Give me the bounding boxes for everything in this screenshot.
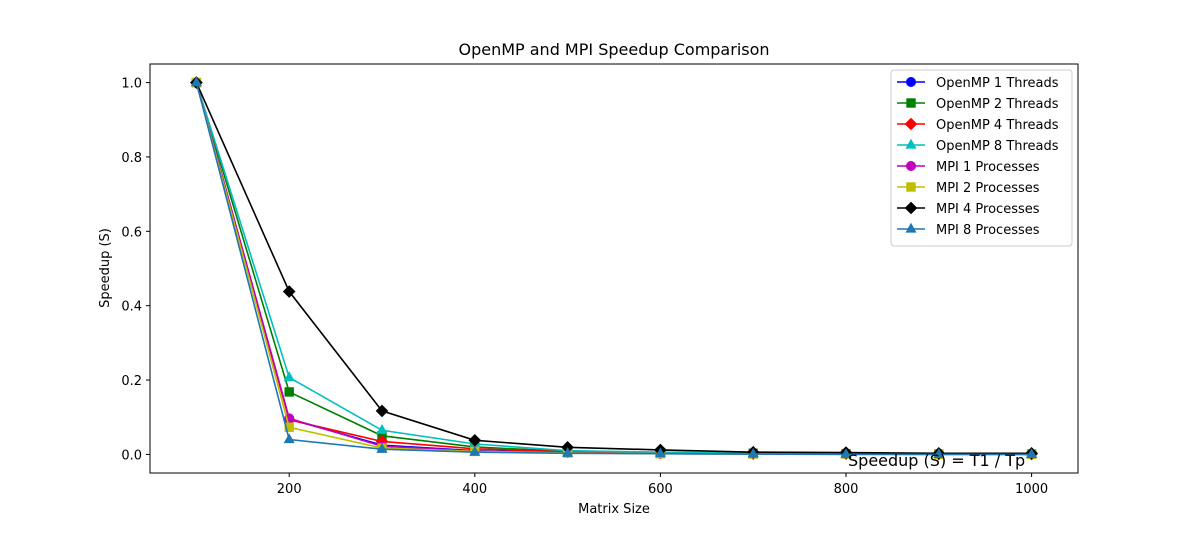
legend-entry: OpenMP 1 Threads [897, 76, 1059, 91]
data-point [562, 447, 574, 457]
legend-marker [906, 98, 916, 108]
y-axis-label: Speedup (S) [98, 228, 113, 308]
legend-label: MPI 4 Processes [936, 202, 1040, 217]
series-layer [190, 76, 1038, 461]
data-point [283, 433, 295, 444]
data-point [284, 387, 294, 397]
data-point [654, 447, 666, 458]
legend-label: MPI 8 Processes [936, 223, 1040, 238]
chart-title: OpenMP and MPI Speedup Comparison [458, 40, 769, 59]
x-tick-label: 400 [462, 482, 487, 497]
legend-entry: MPI 8 Processes [897, 222, 1040, 238]
data-point [469, 445, 481, 456]
legend-entry: MPI 2 Processes [897, 181, 1040, 196]
legend-label: MPI 2 Processes [936, 181, 1040, 196]
x-tick-label: 200 [277, 482, 302, 497]
legend-label: MPI 1 Processes [936, 160, 1040, 175]
data-point [283, 371, 295, 382]
data-point [376, 424, 388, 434]
x-tick-label: 800 [834, 482, 859, 497]
data-point [375, 404, 389, 418]
legend-marker [906, 161, 916, 171]
data-point [933, 448, 945, 459]
y-tick-label: 0.4 [121, 300, 142, 315]
legend-marker [906, 77, 916, 87]
series-line [195, 82, 1032, 455]
legend-label: OpenMP 8 Threads [936, 139, 1059, 154]
data-point [840, 448, 852, 459]
axes-layer: 200 400 600 800 1000 0.0 0.2 0.4 0.6 0.8 1.0 [121, 77, 1048, 497]
legend-marker [904, 117, 918, 131]
legend-box [890, 69, 1073, 247]
legend-entry: MPI 4 Processes [897, 201, 1040, 217]
data-point [282, 285, 296, 298]
plot-frame [149, 63, 1079, 474]
x-tick-label: 1000 [1015, 482, 1048, 497]
data-point [1026, 448, 1038, 459]
data-point [747, 447, 759, 458]
y-tick-label: 0.6 [121, 225, 142, 240]
y-tick-label: 0.8 [121, 151, 142, 166]
data-point [190, 76, 202, 87]
legend-entry: OpenMP 2 Threads [897, 97, 1059, 112]
legend-label: OpenMP 1 Threads [936, 76, 1059, 91]
data-point [468, 433, 482, 447]
legend-entry: OpenMP 8 Threads [897, 138, 1059, 154]
data-point [284, 422, 294, 432]
y-tick-label: 0.2 [121, 374, 142, 389]
legend-label: OpenMP 4 Threads [936, 118, 1059, 133]
legend-entry: OpenMP 4 Threads [897, 117, 1059, 133]
legend-marker [906, 182, 916, 192]
y-tick-label: 1.0 [121, 77, 142, 92]
x-tick-label: 600 [648, 482, 673, 497]
series-line [195, 82, 1032, 456]
legend-entry: MPI 1 Processes [897, 160, 1040, 175]
legend-label: OpenMP 2 Threads [936, 97, 1059, 112]
formula-annotation: Speedup (S) = T1 / Tp [848, 451, 1025, 470]
x-axis-label: Matrix Size [578, 502, 650, 517]
y-tick-label: 0.0 [121, 448, 142, 463]
legend-marker [905, 138, 917, 149]
legend-marker [904, 201, 918, 215]
legend-marker [905, 222, 917, 233]
legend: OpenMP 1 Threads OpenMP 2 Threads OpenMP 4… [890, 69, 1073, 247]
series-8 [190, 76, 1038, 459]
data-point [376, 442, 388, 453]
